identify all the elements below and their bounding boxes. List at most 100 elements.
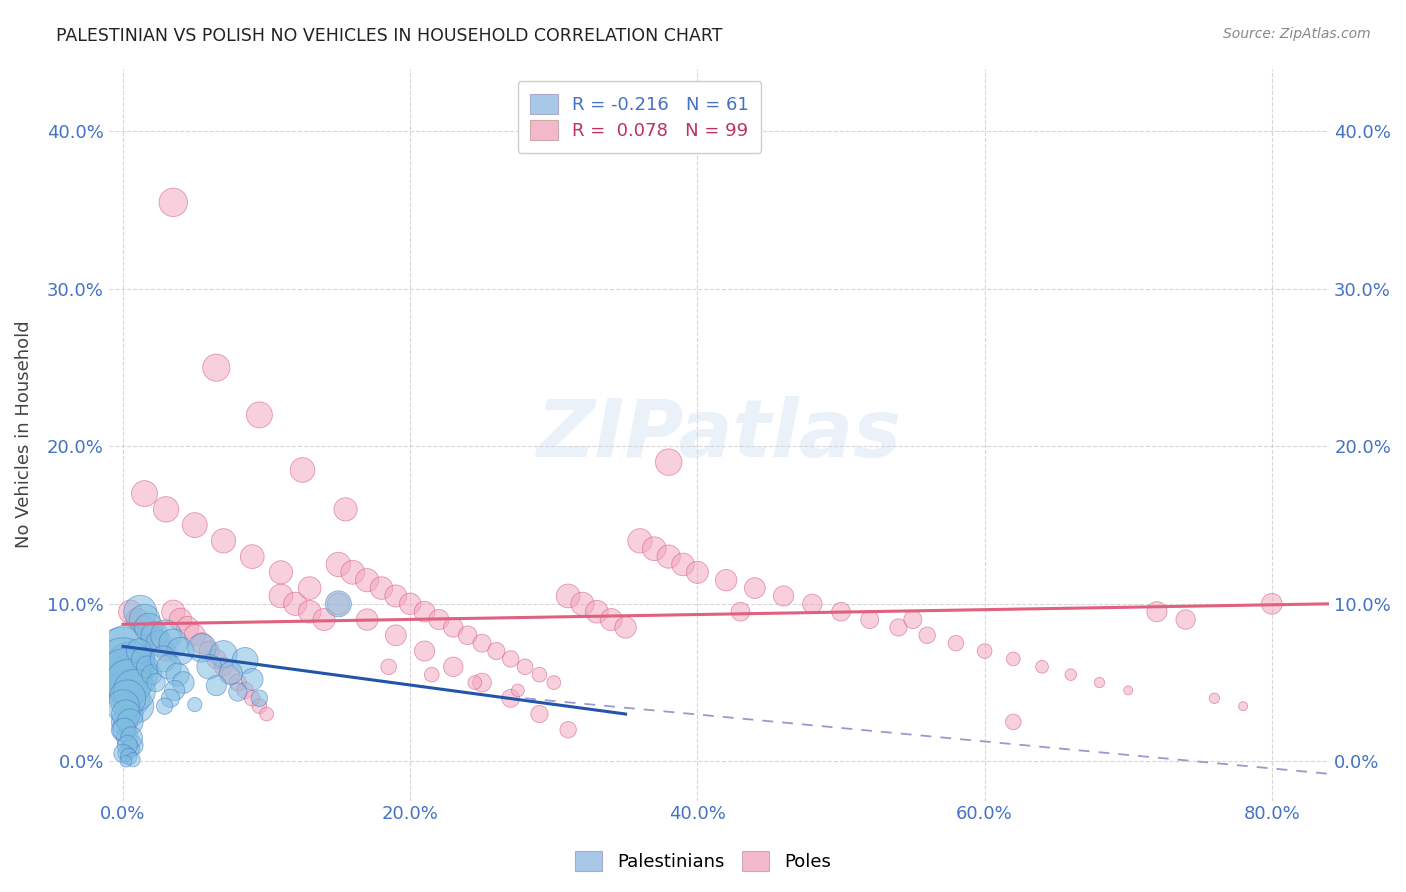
Point (385, 589, 408, 603)
Point (233, 683, 256, 698)
Point (121, 691, 143, 706)
Point (1204, 691, 1226, 706)
Point (127, 613, 149, 627)
Point (166, 667, 188, 681)
Point (117, 739, 139, 753)
Point (513, 660, 536, 674)
Point (152, 652, 174, 666)
Point (115, 754, 138, 768)
Point (205, 679, 228, 693)
Point (1232, 699, 1254, 714)
Point (111, 660, 134, 674)
Point (249, 699, 271, 714)
Point (1002, 652, 1025, 666)
Point (658, 455, 681, 469)
Point (134, 613, 156, 627)
Point (121, 731, 143, 745)
Point (134, 486, 156, 500)
Point (198, 660, 221, 674)
Point (191, 636, 214, 650)
Point (226, 685, 249, 699)
Point (219, 667, 242, 681)
Point (730, 605, 752, 619)
Point (377, 660, 399, 674)
Point (901, 613, 924, 627)
Point (1174, 613, 1197, 627)
Point (614, 620, 637, 634)
Point (155, 628, 177, 642)
Point (162, 605, 184, 619)
Text: ZIPatlas: ZIPatlas (537, 395, 901, 474)
Point (420, 667, 443, 681)
Point (115, 683, 138, 698)
Point (744, 581, 766, 595)
Point (128, 644, 150, 658)
Point (628, 533, 651, 548)
Point (184, 518, 207, 533)
Point (122, 739, 145, 753)
Point (1031, 660, 1053, 674)
Point (772, 589, 794, 603)
Point (111, 747, 134, 761)
Point (184, 698, 207, 712)
Point (586, 605, 609, 619)
Point (117, 644, 139, 658)
Point (643, 541, 665, 556)
Point (111, 699, 134, 714)
Point (145, 675, 167, 690)
Point (226, 675, 249, 690)
Point (169, 613, 191, 627)
Point (112, 723, 135, 737)
Point (120, 660, 142, 674)
Point (830, 605, 852, 619)
Point (256, 706, 278, 721)
Point (240, 549, 263, 564)
Point (529, 706, 551, 721)
Point (111, 652, 134, 666)
Legend: R = -0.216   N = 61, R =  0.078   N = 99: R = -0.216 N = 61, R = 0.078 N = 99 (517, 81, 762, 153)
Text: PALESTINIAN VS POLISH NO VEHICLES IN HOUSEHOLD CORRELATION CHART: PALESTINIAN VS POLISH NO VEHICLES IN HOU… (56, 27, 723, 45)
Point (129, 605, 152, 619)
Point (441, 620, 464, 634)
Point (112, 667, 135, 681)
Point (291, 463, 314, 477)
Point (191, 640, 214, 655)
Point (529, 667, 551, 681)
Point (163, 683, 186, 698)
Point (571, 597, 593, 611)
Point (169, 644, 191, 658)
Point (973, 644, 995, 658)
Point (118, 675, 141, 690)
Point (298, 581, 321, 595)
Point (356, 573, 378, 587)
Point (118, 749, 141, 764)
Point (111, 723, 134, 737)
Point (270, 589, 292, 603)
Point (312, 613, 335, 627)
Point (1002, 714, 1025, 729)
Point (157, 660, 180, 674)
Point (714, 573, 737, 587)
Point (120, 741, 142, 756)
Point (212, 647, 235, 661)
Point (115, 706, 138, 721)
Point (457, 628, 479, 642)
Point (127, 699, 149, 714)
Point (485, 644, 508, 658)
Point (328, 597, 350, 611)
Point (143, 628, 166, 642)
Point (212, 533, 235, 548)
Point (356, 613, 378, 627)
Point (506, 683, 529, 698)
Point (342, 566, 364, 580)
Point (219, 666, 242, 681)
Point (117, 691, 139, 706)
Point (205, 652, 228, 666)
Point (115, 747, 138, 761)
Point (915, 628, 938, 642)
Point (118, 706, 141, 721)
Point (1146, 605, 1168, 619)
Point (240, 673, 263, 687)
Point (141, 628, 163, 642)
Point (945, 636, 967, 650)
